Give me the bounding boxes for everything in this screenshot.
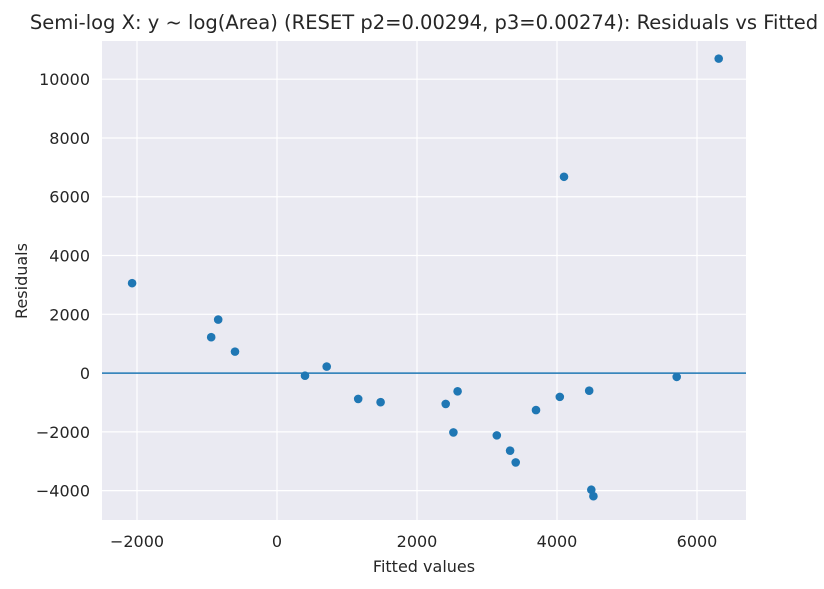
data-point: [555, 392, 565, 402]
data-point: [206, 332, 216, 342]
x-tick-label: 6000: [677, 532, 718, 551]
y-tick-label: −4000: [36, 482, 90, 501]
data-point: [531, 405, 541, 415]
x-tick-label: −2000: [110, 532, 164, 551]
tick-labels: −2000 0 2000 4000 6000 −4000 −2000 0 2000 4000 600…: [36, 70, 717, 551]
x-axis-label: Fitted values: [373, 557, 475, 576]
data-points: [127, 54, 723, 501]
data-point: [672, 372, 681, 382]
data-point: [587, 485, 596, 495]
data-point: [559, 172, 569, 182]
data-point: [376, 397, 385, 407]
x-tick-label: 4000: [537, 532, 578, 551]
x-tick-label: 0: [272, 532, 282, 551]
y-tick-label: 2000: [49, 305, 90, 324]
data-point: [230, 347, 240, 356]
chart-title: Semi-log X: y ~ log(Area) (RESET p2=0.00…: [30, 11, 818, 34]
x-tick-label: 2000: [397, 532, 438, 551]
data-point: [441, 399, 451, 409]
y-tick-label: 8000: [49, 129, 90, 148]
y-tick-label: 0: [80, 364, 90, 383]
data-point: [589, 491, 598, 501]
data-point: [714, 54, 723, 63]
grid-lines: [102, 41, 746, 520]
data-point: [505, 446, 515, 455]
data-point: [584, 386, 594, 395]
plot-area: [102, 41, 746, 520]
data-point: [300, 371, 310, 381]
data-point: [449, 428, 458, 437]
y-tick-label: 6000: [49, 188, 90, 207]
y-tick-label: 10000: [39, 70, 90, 89]
y-tick-label: 4000: [49, 247, 90, 266]
data-point: [322, 362, 332, 371]
data-point: [492, 431, 502, 440]
data-point: [127, 278, 137, 288]
data-point: [511, 458, 520, 467]
data-point: [213, 315, 223, 324]
y-axis-label: Residuals: [12, 243, 31, 319]
data-point: [453, 386, 462, 396]
y-tick-label: −2000: [36, 423, 90, 442]
data-point: [353, 394, 363, 404]
